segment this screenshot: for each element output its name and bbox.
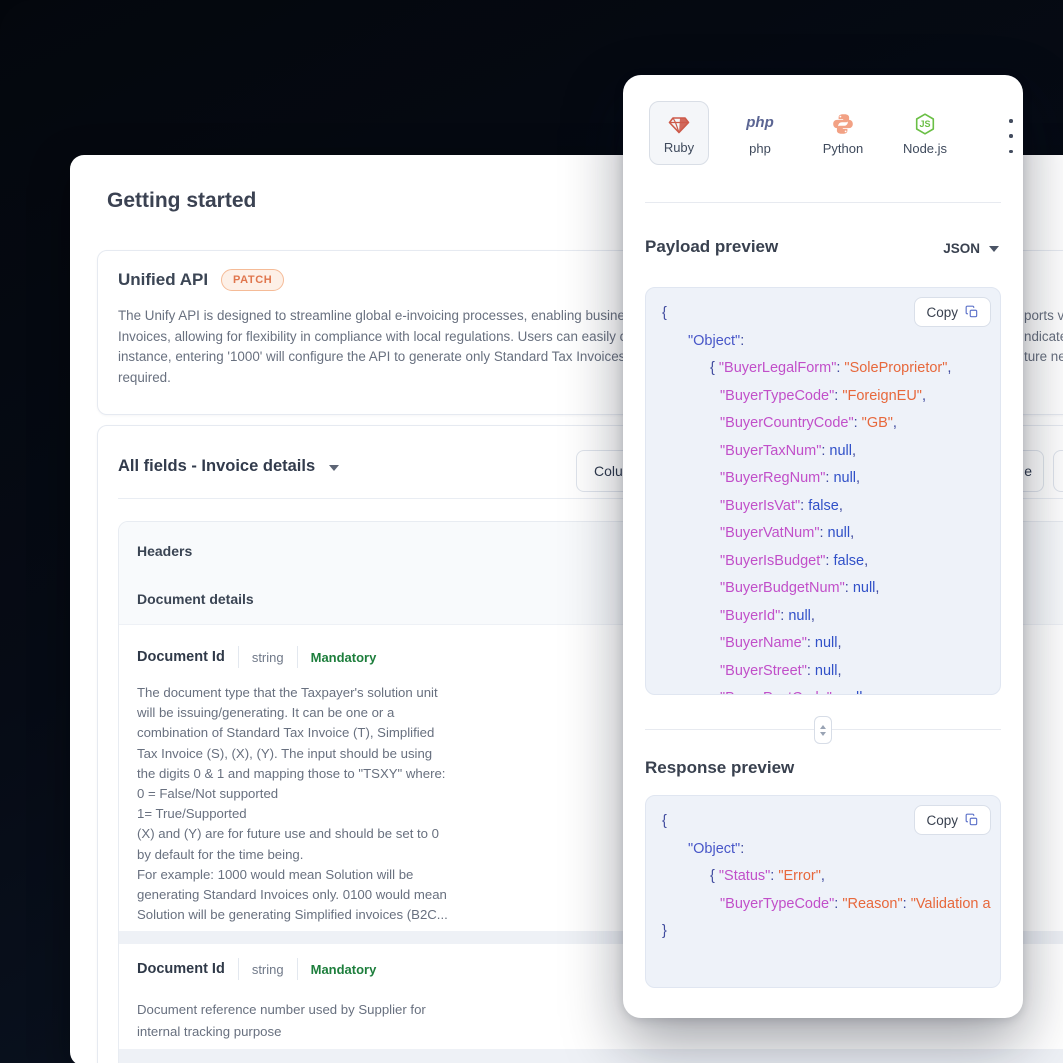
field-description: The document type that the Taxpayer's so… [137, 685, 448, 923]
section-divider [118, 498, 1063, 499]
clipped-right-button[interactable] [1053, 450, 1063, 492]
format-dropdown[interactable]: JSON [943, 241, 999, 256]
copy-response-button[interactable]: Copy [914, 805, 991, 835]
description-fragment-right-1: ports v [1024, 308, 1063, 323]
php-logo-icon: php [746, 114, 774, 131]
field-title-row: Document Id string Mandatory [137, 958, 1063, 981]
tab-label: Node.js [902, 141, 948, 156]
chevron-down-icon [989, 245, 999, 252]
divider [296, 958, 298, 981]
format-dropdown-value: JSON [943, 241, 980, 256]
payload-json-code[interactable]: {"Object":{ "BuyerLegalForm": "SolePropr… [662, 305, 952, 694]
field-name: Document Id [137, 649, 225, 665]
divider [296, 646, 298, 668]
tab-python[interactable]: Python [813, 101, 873, 165]
tab-nodejs[interactable]: JS Node.js [895, 101, 955, 165]
unified-api-card-header: Unified API PATCH [118, 269, 285, 291]
field-mandatory-badge: Mandatory [310, 961, 377, 977]
copy-payload-button[interactable]: Copy [914, 297, 991, 327]
field-type-badge: string [251, 961, 284, 977]
tab-label: php [749, 141, 771, 156]
resize-handle[interactable] [814, 716, 832, 744]
copy-icon [965, 305, 978, 318]
payload-code-block: Copy {"Object":{ "BuyerLegalForm": "Sole… [645, 287, 1001, 695]
response-preview-title: Response preview [645, 758, 795, 777]
description-fragment-right-2: ndicate [1024, 328, 1063, 344]
response-json-code[interactable]: {"Object":{ "Status": "Error", "BuyerType… [662, 813, 991, 939]
field-type-badge: string [251, 649, 284, 665]
chevron-down-icon [820, 731, 826, 736]
unified-api-description: The Unify API is designed to streamline … [118, 308, 624, 385]
fields-dropdown[interactable]: All fields - Invoice details [118, 457, 340, 476]
tab-php[interactable]: php php [730, 101, 790, 165]
divider [237, 958, 239, 981]
payload-preview-title: Payload preview [645, 237, 779, 256]
more-options-kebab-menu[interactable] [1003, 119, 1019, 153]
tab-label: Ruby [663, 140, 695, 155]
divider [237, 646, 239, 668]
copy-button-label: Copy [926, 812, 958, 828]
headers-group-label[interactable]: Headers [137, 543, 193, 559]
python-logo-icon [833, 114, 853, 134]
row-separator-band [119, 1049, 1063, 1063]
ruby-gem-icon [668, 117, 690, 134]
panel-resize-divider [645, 716, 1001, 744]
nodejs-hexagon-icon: JS [913, 112, 937, 136]
copy-button-label: Copy [926, 304, 958, 320]
code-preview-panel: Ruby php php Python JS Node.js Payload p… [623, 75, 1023, 1018]
divider [645, 202, 1001, 203]
patch-method-badge: PATCH [221, 269, 285, 291]
field-title-row: Document Id string Mandatory [137, 646, 1063, 668]
field-row-document-id-1: Document Id string Mandatory The documen… [119, 625, 1063, 931]
response-code-block: Copy {"Object":{ "Status": "Error", "Buye… [645, 795, 1001, 988]
tab-ruby[interactable]: Ruby [649, 101, 709, 165]
description-fragment-right-3: ture ne [1024, 349, 1063, 364]
tab-label: Python [822, 141, 864, 156]
field-name: Document Id [137, 961, 225, 978]
chevron-down-icon [329, 465, 340, 471]
page-title: Getting started [107, 189, 257, 212]
field-description: Document reference number used by Suppli… [137, 1002, 426, 1040]
copy-icon [965, 813, 978, 826]
document-details-group-label[interactable]: Document details [137, 591, 254, 607]
field-row-document-id-2: Document Id string Mandatory Document re… [119, 944, 1063, 1049]
field-mandatory-badge: Mandatory [310, 649, 377, 665]
chevron-up-icon [820, 724, 826, 729]
fields-dropdown-label: All fields - Invoice details [118, 457, 316, 475]
unified-api-title: Unified API [118, 270, 209, 289]
